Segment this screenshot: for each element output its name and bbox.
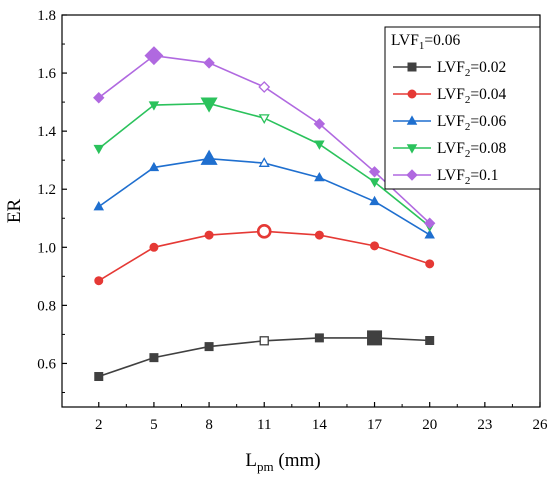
legend-entry: LVF2=0.1	[393, 167, 498, 187]
data-point	[258, 157, 270, 167]
series-5	[93, 46, 436, 229]
series-1	[94, 330, 435, 382]
data-point	[369, 178, 380, 188]
data-point	[93, 92, 105, 104]
x-tick-label: 20	[422, 417, 437, 433]
series-line	[98, 54, 431, 224]
x-axis-title: Lpm (mm)	[245, 450, 320, 474]
data-point	[314, 171, 325, 182]
legend-entry: LVF2=0.06	[393, 113, 506, 133]
legend-label: LVF2=0.06	[437, 113, 506, 133]
data-point	[425, 336, 435, 346]
x-tick-label: 23	[477, 417, 492, 433]
y-tick-label: 0.6	[37, 356, 56, 372]
x-axis-title-main: L	[245, 450, 257, 471]
axes-layer: 2 5 8 11 14 17 20 23 26 0.6 0.8 1.0 1.2 1.4 1.6 1.8 Lpm …	[4, 8, 548, 474]
legend-header-rest: =0.06	[424, 32, 460, 49]
data-point	[313, 118, 326, 130]
legend-entry: LVF2=0.08	[393, 140, 506, 160]
data-point	[368, 166, 381, 178]
legend-label: LVF2=0.08	[437, 140, 506, 160]
series-line	[98, 230, 430, 282]
data-point	[423, 217, 436, 229]
legend-label: LVF2=0.02	[437, 59, 506, 79]
data-point	[94, 372, 104, 382]
data-point	[200, 149, 218, 165]
legend-marker	[407, 62, 417, 72]
legend-marker	[406, 144, 418, 154]
data-point	[256, 224, 272, 239]
x-axis-title-unit: (mm)	[274, 450, 321, 471]
data-point	[258, 81, 271, 93]
data-point	[200, 97, 218, 113]
data-point	[314, 230, 324, 240]
data-point	[148, 101, 160, 111]
x-tick-label: 14	[312, 417, 328, 433]
series-4	[93, 97, 435, 233]
series-2	[94, 224, 435, 286]
legend-label: LVF2=0.1	[437, 167, 498, 187]
data-point	[93, 144, 105, 155]
data-point	[259, 336, 269, 346]
y-tick-label: 1.2	[37, 182, 56, 198]
x-tick-label: 8	[205, 417, 213, 433]
data-point	[93, 201, 105, 211]
legend-box	[384, 26, 541, 190]
data-point	[204, 230, 214, 240]
y-tick-label: 1.6	[37, 66, 56, 82]
legend-header: LVF1=0.06	[391, 32, 460, 52]
plot-frame	[61, 14, 541, 408]
x-tick-label: 11	[257, 417, 271, 433]
x-tick-label: 5	[150, 417, 158, 433]
legend-entry: LVF2=0.02	[393, 59, 506, 79]
data-point	[149, 242, 159, 252]
data-point	[144, 46, 164, 66]
data-point	[369, 195, 380, 206]
data-point	[425, 259, 435, 269]
data-point	[94, 276, 104, 286]
data-point	[424, 229, 435, 239]
data-point	[149, 353, 159, 363]
y-tick-label: 1.8	[37, 8, 56, 24]
data-point	[314, 333, 324, 343]
series-layer	[93, 46, 436, 382]
data-point	[367, 330, 383, 346]
data-point	[314, 140, 325, 150]
y-tick-label: 0.8	[37, 298, 56, 314]
legend-entry: LVF2=0.04	[393, 86, 506, 106]
x-tick-label: 17	[367, 417, 383, 433]
y-axis-title: ER	[4, 199, 25, 224]
series-line	[98, 157, 431, 236]
y-tick-label: 1.4	[37, 124, 56, 140]
legend-header-main: LVF	[391, 32, 419, 49]
data-point	[203, 57, 215, 69]
data-point	[258, 114, 270, 125]
x-tick-label: 2	[95, 417, 103, 433]
x-tick-label: 26	[533, 417, 549, 433]
data-point	[148, 161, 160, 172]
legend-label: LVF2=0.04	[437, 86, 506, 106]
y-tick-label: 1.0	[37, 240, 56, 256]
x-axis-title-sub: pm	[257, 459, 274, 474]
series-3	[93, 149, 435, 239]
legend-marker	[406, 115, 418, 125]
data-point	[204, 342, 214, 352]
legend-marker	[406, 169, 418, 181]
legend-marker	[407, 89, 417, 99]
legend: LVF1=0.06 LVF2=0.02 LVF2=0.04 LVF2=0.06 LVF2…	[384, 26, 541, 190]
data-point	[370, 241, 380, 251]
legend-header-sub: 1	[419, 40, 425, 52]
